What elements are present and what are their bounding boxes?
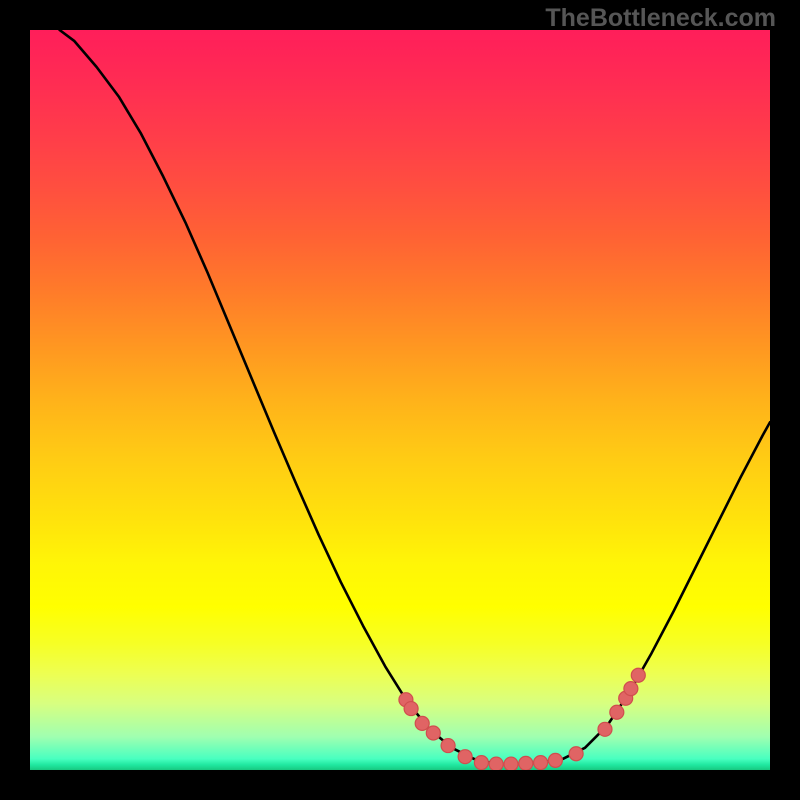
plot-area [30, 30, 770, 770]
plot-svg [30, 30, 770, 770]
curve-marker [598, 722, 612, 736]
curve-marker [631, 668, 645, 682]
chart-frame: TheBottleneck.com [0, 0, 800, 800]
curve-marker [474, 756, 488, 770]
watermark-text: TheBottleneck.com [545, 4, 776, 33]
curve-marker [415, 716, 429, 730]
curve-marker [458, 750, 472, 764]
curve-marker [569, 747, 583, 761]
curve-marker [441, 739, 455, 753]
curve-marker [504, 757, 518, 770]
curve-marker [534, 756, 548, 770]
curve-marker [610, 705, 624, 719]
gradient-background [30, 30, 770, 770]
curve-marker [404, 702, 418, 716]
curve-marker [489, 757, 503, 770]
curve-marker [624, 682, 638, 696]
curve-marker [548, 753, 562, 767]
curve-marker [426, 726, 440, 740]
curve-marker [519, 756, 533, 770]
